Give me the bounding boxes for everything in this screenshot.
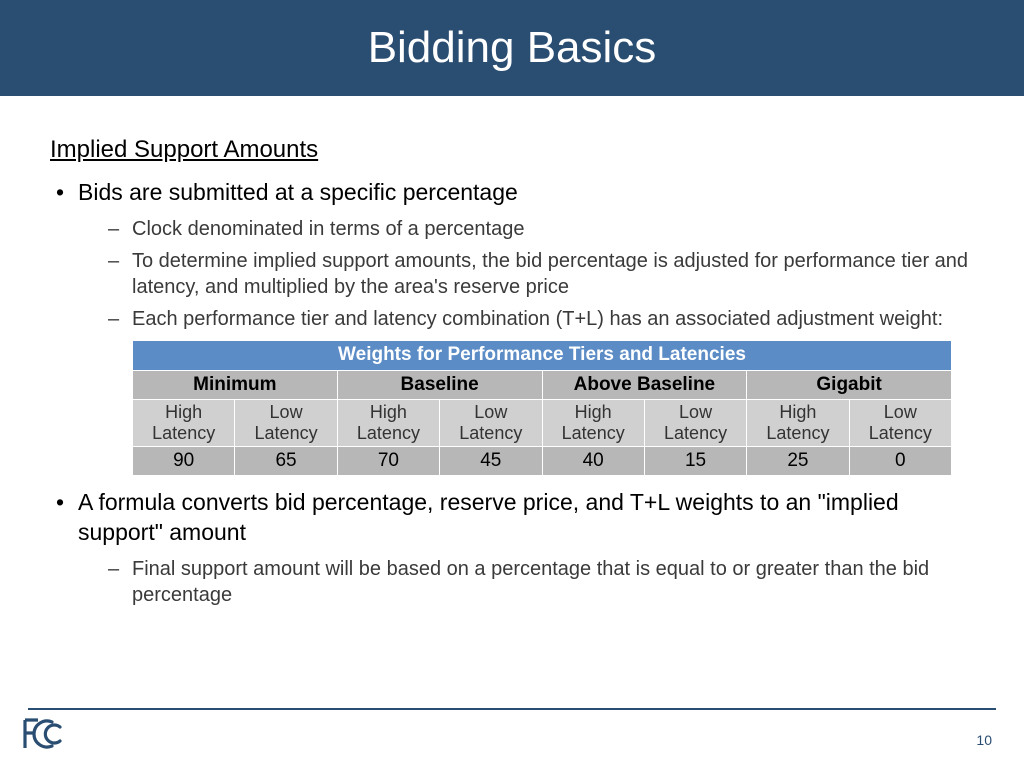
tier-cell: Minimum xyxy=(133,370,338,400)
latency-cell: HighLatency xyxy=(337,400,439,446)
fcc-logo-icon xyxy=(22,717,62,756)
value-cell: 25 xyxy=(747,446,849,476)
tier-cell: Gigabit xyxy=(747,370,952,400)
weights-table-wrap: Weights for Performance Tiers and Latenc… xyxy=(132,340,974,476)
latency-row: HighLatency LowLatency HighLatency LowLa… xyxy=(133,400,952,446)
latency-cell: HighLatency xyxy=(747,400,849,446)
value-cell: 70 xyxy=(337,446,439,476)
value-cell: 45 xyxy=(440,446,542,476)
tier-row: Minimum Baseline Above Baseline Gigabit xyxy=(133,370,952,400)
latency-cell: HighLatency xyxy=(133,400,235,446)
section-title: Implied Support Amounts xyxy=(50,136,974,164)
footer-divider xyxy=(28,708,996,710)
bullet-text: A formula converts bid percentage, reser… xyxy=(78,489,899,545)
latency-cell: LowLatency xyxy=(440,400,542,446)
bullet-list: Bids are submitted at a specific percent… xyxy=(50,178,974,608)
value-cell: 40 xyxy=(542,446,644,476)
tier-cell: Above Baseline xyxy=(542,370,747,400)
latency-cell: HighLatency xyxy=(542,400,644,446)
sub-bullet-item: Clock denominated in terms of a percenta… xyxy=(108,216,974,242)
bullet-item: A formula converts bid percentage, reser… xyxy=(50,488,974,608)
value-cell: 15 xyxy=(644,446,746,476)
tier-cell: Baseline xyxy=(337,370,542,400)
sub-bullet-item: To determine implied support amounts, th… xyxy=(108,248,974,300)
slide-header: Bidding Basics xyxy=(0,0,1024,96)
value-cell: 65 xyxy=(235,446,337,476)
slide-content: Implied Support Amounts Bids are submitt… xyxy=(0,96,1024,608)
sub-bullet-item: Final support amount will be based on a … xyxy=(108,556,974,608)
value-row: 90 65 70 45 40 15 25 0 xyxy=(133,446,952,476)
page-number: 10 xyxy=(976,732,992,748)
value-cell: 0 xyxy=(849,446,951,476)
sub-bullet-item: Each performance tier and latency combin… xyxy=(108,306,974,332)
latency-cell: LowLatency xyxy=(235,400,337,446)
bullet-text: Bids are submitted at a specific percent… xyxy=(78,179,518,205)
latency-cell: LowLatency xyxy=(849,400,951,446)
sub-bullet-list: Final support amount will be based on a … xyxy=(78,556,974,608)
table-title: Weights for Performance Tiers and Latenc… xyxy=(133,340,952,370)
latency-cell: LowLatency xyxy=(644,400,746,446)
weights-table: Weights for Performance Tiers and Latenc… xyxy=(132,340,952,476)
bullet-item: Bids are submitted at a specific percent… xyxy=(50,178,974,476)
slide-title: Bidding Basics xyxy=(368,23,657,73)
sub-bullet-list: Clock denominated in terms of a percenta… xyxy=(78,216,974,332)
value-cell: 90 xyxy=(133,446,235,476)
